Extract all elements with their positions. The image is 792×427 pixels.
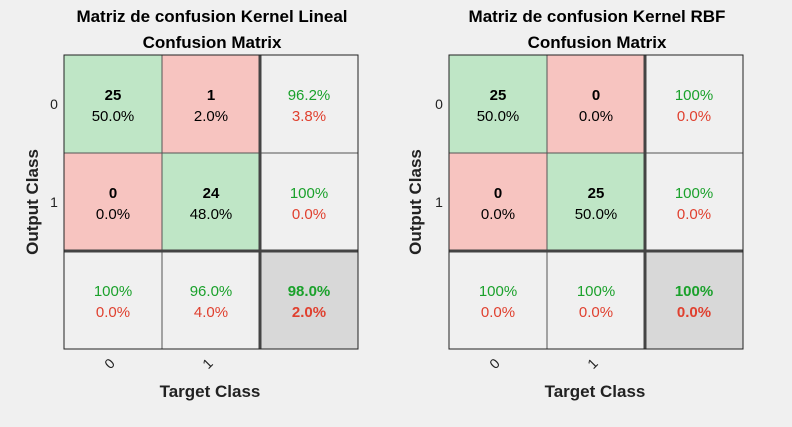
cell-percent-label: 0.0% [481, 206, 515, 223]
correct-cell [161, 152, 261, 252]
row-summary-cell [644, 152, 744, 252]
cell-count-label: 24 [203, 185, 220, 202]
col-recall-label: 100% [94, 283, 132, 300]
misclassified-cell [161, 54, 261, 154]
cell-count-label: 0 [494, 185, 502, 202]
cell-count-label: 0 [109, 185, 117, 202]
correct-cell [448, 54, 548, 154]
cell-count-label: 25 [588, 185, 605, 202]
row-error-label: 0.0% [292, 206, 326, 223]
y-axis-label: Output Class [406, 149, 425, 255]
cell-count-label: 0 [592, 87, 600, 104]
x-tick-label: 1 [584, 355, 601, 372]
y-tick-label: 0 [435, 96, 443, 112]
row-precision-label: 96.2% [288, 87, 331, 104]
cell-percent-label: 2.0% [194, 108, 228, 125]
col-error-label: 4.0% [194, 304, 228, 321]
cell-count-label: 25 [490, 87, 507, 104]
overall-accuracy-label: 98.0% [288, 283, 331, 300]
cell-percent-label: 0.0% [579, 108, 613, 125]
col-summary-cell [546, 250, 646, 350]
cell-percent-label: 48.0% [190, 206, 233, 223]
chart-subtitle: Confusion Matrix [528, 33, 667, 52]
col-recall-label: 100% [577, 283, 615, 300]
y-tick-label: 0 [50, 96, 58, 112]
y-tick-label: 1 [435, 194, 443, 210]
correct-cell [546, 152, 646, 252]
row-precision-label: 100% [675, 87, 713, 104]
cell-percent-label: 0.0% [96, 206, 130, 223]
correct-cell [63, 54, 163, 154]
overall-accuracy-cell [644, 250, 744, 350]
col-error-label: 0.0% [96, 304, 130, 321]
cell-count-label: 25 [105, 87, 122, 104]
cell-percent-label: 50.0% [92, 108, 135, 125]
col-error-label: 0.0% [481, 304, 515, 321]
overall-accuracy-cell [259, 250, 359, 350]
col-summary-cell [63, 250, 163, 350]
row-precision-label: 100% [290, 185, 328, 202]
y-axis-label: Output Class [23, 149, 42, 255]
confusion-matrix-panel-0: Matriz de confusion Kernel Lineal Confusi… [23, 7, 359, 401]
y-tick-label: 1 [50, 194, 58, 210]
col-recall-label: 100% [479, 283, 517, 300]
x-tick-label: 1 [199, 355, 216, 372]
overall-error-label: 2.0% [292, 304, 326, 321]
matrix-border [448, 54, 744, 350]
cell-percent-label: 50.0% [575, 206, 618, 223]
confusion-matrix-panel-1: Matriz de confusion Kernel RBF Confusion … [406, 7, 744, 401]
x-axis-label: Target Class [545, 382, 646, 401]
x-tick-label: 0 [101, 355, 118, 372]
misclassified-cell [546, 54, 646, 154]
misclassified-cell [448, 152, 548, 252]
row-summary-cell [259, 54, 359, 154]
overall-accuracy-label: 100% [675, 283, 713, 300]
overall-error-label: 0.0% [677, 304, 711, 321]
cell-percent-label: 50.0% [477, 108, 520, 125]
matrix-border [63, 54, 359, 350]
row-summary-cell [644, 54, 744, 154]
row-error-label: 0.0% [677, 206, 711, 223]
misclassified-cell [63, 152, 163, 252]
chart-title: Matriz de confusion Kernel RBF [469, 7, 726, 26]
x-axis-label: Target Class [160, 382, 261, 401]
chart-subtitle: Confusion Matrix [143, 33, 282, 52]
cell-count-label: 1 [207, 87, 215, 104]
row-error-label: 3.8% [292, 108, 326, 125]
row-summary-cell [259, 152, 359, 252]
col-recall-label: 96.0% [190, 283, 233, 300]
col-summary-cell [448, 250, 548, 350]
chart-title: Matriz de confusion Kernel Lineal [76, 7, 347, 26]
row-error-label: 0.0% [677, 108, 711, 125]
col-error-label: 0.0% [579, 304, 613, 321]
x-tick-label: 0 [486, 355, 503, 372]
col-summary-cell [161, 250, 261, 350]
row-precision-label: 100% [675, 185, 713, 202]
